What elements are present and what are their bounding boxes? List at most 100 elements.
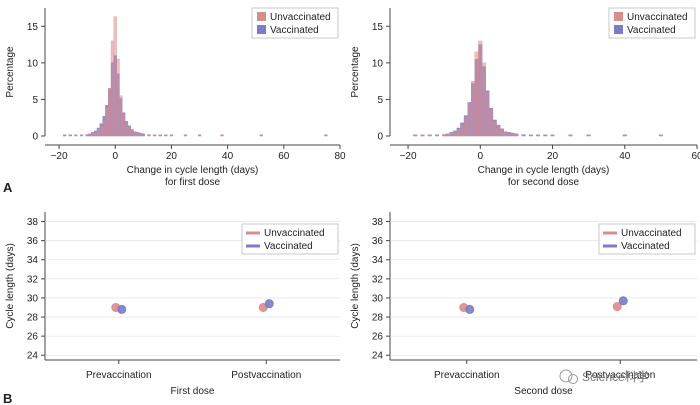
- y-tick-label: 34: [372, 255, 384, 266]
- bar-unvaccinated: [68, 134, 72, 137]
- bar-unvaccinated: [158, 134, 162, 137]
- bar-unvaccinated: [130, 129, 134, 137]
- bar-unvaccinated: [456, 129, 461, 137]
- y-tick-label: 5: [32, 95, 38, 106]
- bar-unvaccinated: [434, 134, 439, 137]
- bar-unvaccinated: [169, 134, 173, 137]
- bar-unvaccinated: [427, 134, 432, 137]
- y-axis-title: Cycle length (days): [350, 243, 361, 329]
- bar-unvaccinated: [485, 91, 490, 137]
- bar-unvaccinated: [471, 80, 476, 137]
- x-tick-label: 60: [278, 151, 290, 162]
- bar-unvaccinated: [99, 125, 103, 137]
- bar-unvaccinated: [550, 134, 555, 137]
- bar-unvaccinated: [507, 132, 512, 137]
- y-tick-label: 36: [27, 236, 39, 247]
- bar-unvaccinated: [110, 40, 114, 137]
- bar-unvaccinated: [460, 124, 465, 137]
- bar-unvaccinated: [141, 134, 145, 137]
- y-tick-label: 30: [27, 293, 39, 304]
- bar-unvaccinated: [420, 134, 425, 137]
- x-tick-label: 40: [222, 151, 234, 162]
- legend-label: Unvaccinated: [270, 12, 331, 23]
- y-tick-label: 15: [372, 22, 384, 33]
- y-tick-label: 15: [27, 22, 39, 33]
- panel-label-b: B: [3, 391, 12, 405]
- x-tick-label: Prevaccination: [434, 370, 500, 381]
- bar-unvaccinated: [514, 134, 519, 137]
- bar-unvaccinated: [102, 119, 106, 137]
- bar-unvaccinated: [88, 133, 92, 137]
- x-tick-label: 20: [547, 151, 559, 162]
- x-axis-subtitle: for first dose: [165, 177, 220, 188]
- x-axis-title: Second dose: [514, 386, 573, 397]
- x-tick-label: 0: [478, 151, 484, 162]
- bar-unvaccinated: [85, 134, 89, 137]
- bar-unvaccinated: [197, 134, 202, 137]
- y-tick-label: 36: [372, 236, 384, 247]
- bar-unvaccinated: [113, 16, 117, 137]
- x-tick-label: −20: [400, 151, 417, 162]
- bar-unvaccinated: [124, 122, 129, 137]
- y-tick-label: 32: [372, 274, 384, 285]
- x-axis-title: Change in cycle length (days): [478, 165, 610, 176]
- x-tick-label: Prevaccination: [86, 370, 152, 381]
- legend-box: [608, 7, 696, 39]
- y-tick-label: 0: [377, 132, 383, 143]
- legend-label: Vaccinated: [270, 25, 319, 36]
- bar-unvaccinated: [91, 132, 95, 137]
- bar-unvaccinated: [658, 134, 663, 137]
- dotplot-first-dose: 24 26 28 30 32 34 36 38 Cycle length (days) Preva…: [5, 212, 340, 397]
- panel-label-a: A: [3, 180, 13, 195]
- y-axis-title: Percentage: [5, 46, 16, 98]
- bar-unvaccinated: [259, 134, 263, 137]
- y-tick-label: 0: [32, 132, 38, 143]
- bar-unvaccinated: [503, 132, 508, 137]
- x-tick-label: −20: [51, 151, 68, 162]
- bar-unvaccinated: [94, 131, 98, 137]
- y-tick-label: 24: [372, 351, 384, 362]
- y-tick-label: 30: [372, 293, 384, 304]
- x-tick-label: Postvaccination: [585, 370, 655, 381]
- bar-unvaccinated: [478, 40, 483, 137]
- x-tick-label: 0: [112, 151, 118, 162]
- legend-swatch: [614, 25, 623, 34]
- legend-box: [598, 223, 696, 255]
- bar-unvaccinated: [164, 134, 168, 137]
- histogram-first-dose: 0 5 10 15 Percentage −20 0 20 40 60 80 Change in cy…: [5, 7, 346, 188]
- bar-unvaccinated: [521, 134, 526, 137]
- bar-unvaccinated: [138, 133, 143, 137]
- x-axis-title: Change in cycle length (days): [127, 165, 259, 176]
- legend-label: Unvaccinated: [264, 228, 325, 239]
- y-axis-title: Cycle length (days): [5, 243, 16, 329]
- y-tick-label: 28: [372, 313, 384, 324]
- bar-unvaccinated: [127, 127, 131, 137]
- histogram-second-dose: 0 5 10 15 Percentage −20 0 20 40 60 Change in cycl…: [350, 7, 700, 188]
- point-vaccinated: [465, 304, 475, 314]
- y-tick-label: 5: [377, 95, 383, 106]
- bar-unvaccinated: [543, 134, 548, 137]
- bar-unvaccinated: [108, 88, 112, 137]
- bar-unvaccinated: [324, 134, 328, 137]
- point-vaccinated: [264, 299, 274, 309]
- legend-label: Unvaccinated: [621, 228, 682, 239]
- x-tick-label: Postvaccination: [231, 370, 301, 381]
- y-tick-label: 32: [27, 274, 39, 285]
- y-tick-label: 26: [27, 332, 39, 343]
- legend-swatch: [257, 12, 266, 21]
- bar-unvaccinated: [63, 134, 67, 137]
- bar-unvaccinated: [122, 113, 126, 137]
- legend-label: Unvaccinated: [627, 12, 688, 23]
- x-axis-subtitle: for second dose: [508, 177, 580, 188]
- bar-unvaccinated: [442, 134, 447, 137]
- watermark-text: Science科学: [582, 369, 649, 384]
- x-tick-label: 40: [619, 151, 631, 162]
- bar-unvaccinated: [413, 134, 418, 137]
- y-tick-label: 38: [27, 217, 39, 228]
- legend-label: Vaccinated: [627, 25, 676, 36]
- bar-unvaccinated: [510, 133, 515, 137]
- bar-unvaccinated: [116, 59, 120, 137]
- wechat-icon: [559, 369, 573, 383]
- bar-unvaccinated: [147, 134, 151, 137]
